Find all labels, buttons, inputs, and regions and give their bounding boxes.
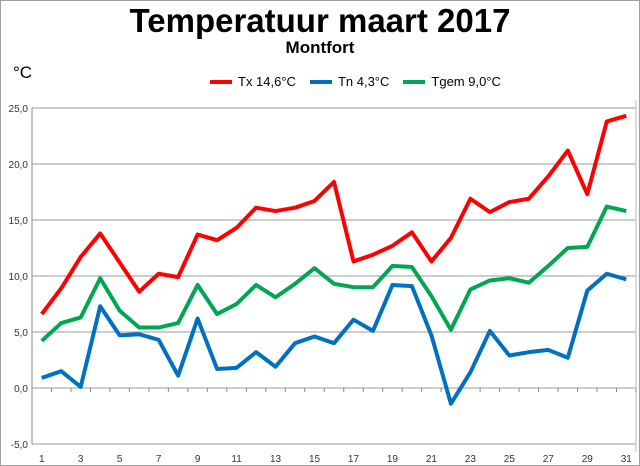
legend-swatch [210, 79, 232, 84]
y-tick-label: 0,0 [14, 384, 28, 395]
y-tick-label: 5,0 [14, 328, 28, 339]
legend: Tx 14,6°C Tn 4,3°C Tgem 9,0°C [210, 74, 501, 89]
y-tick-label: 15,0 [9, 216, 29, 227]
x-tick-label: 13 [270, 454, 282, 465]
x-tick-label: 19 [387, 454, 399, 465]
y-tick-label: 20,0 [9, 160, 29, 171]
x-tick-label: 1 [39, 454, 45, 465]
legend-label: Tn 4,3°C [337, 74, 390, 89]
y-tick-label: -5,0 [11, 440, 29, 451]
x-tick-label: 9 [195, 454, 201, 465]
y-tick-label: 25,0 [9, 104, 29, 115]
legend-label: Tx 14,6°C [238, 74, 296, 89]
x-tick-label: 17 [348, 454, 360, 465]
series-line-tn [41, 271, 627, 406]
y-axis-unit: °C [13, 63, 33, 82]
x-tick-label: 11 [231, 454, 242, 465]
x-tick-label: 31 [621, 454, 633, 465]
x-tick-label: 25 [504, 454, 516, 465]
legend-item-tn: Tn 4,3°C [309, 74, 390, 89]
legend-swatch [403, 79, 426, 84]
y-tick-label: 10,0 [9, 272, 29, 283]
legend-item-tgem: Tgem 9,0°C [403, 74, 501, 89]
chart-title: Temperatuur maart 2017 [129, 2, 511, 39]
legend-label: Tgem 9,0°C [431, 74, 501, 89]
x-tick-label: 15 [309, 454, 321, 465]
x-tick-label: 23 [465, 454, 477, 465]
x-tick-label: 3 [78, 454, 84, 465]
legend-swatch [309, 79, 332, 84]
x-tick-label: 29 [582, 454, 594, 465]
x-tick-label: 21 [426, 454, 438, 465]
chart-subtitle: Montfort [285, 38, 355, 57]
legend-item-tx: Tx 14,6°C [210, 74, 296, 89]
x-tick-label: 7 [156, 454, 162, 465]
x-tick-label: 27 [543, 454, 555, 465]
x-tick-label: 5 [117, 454, 123, 465]
